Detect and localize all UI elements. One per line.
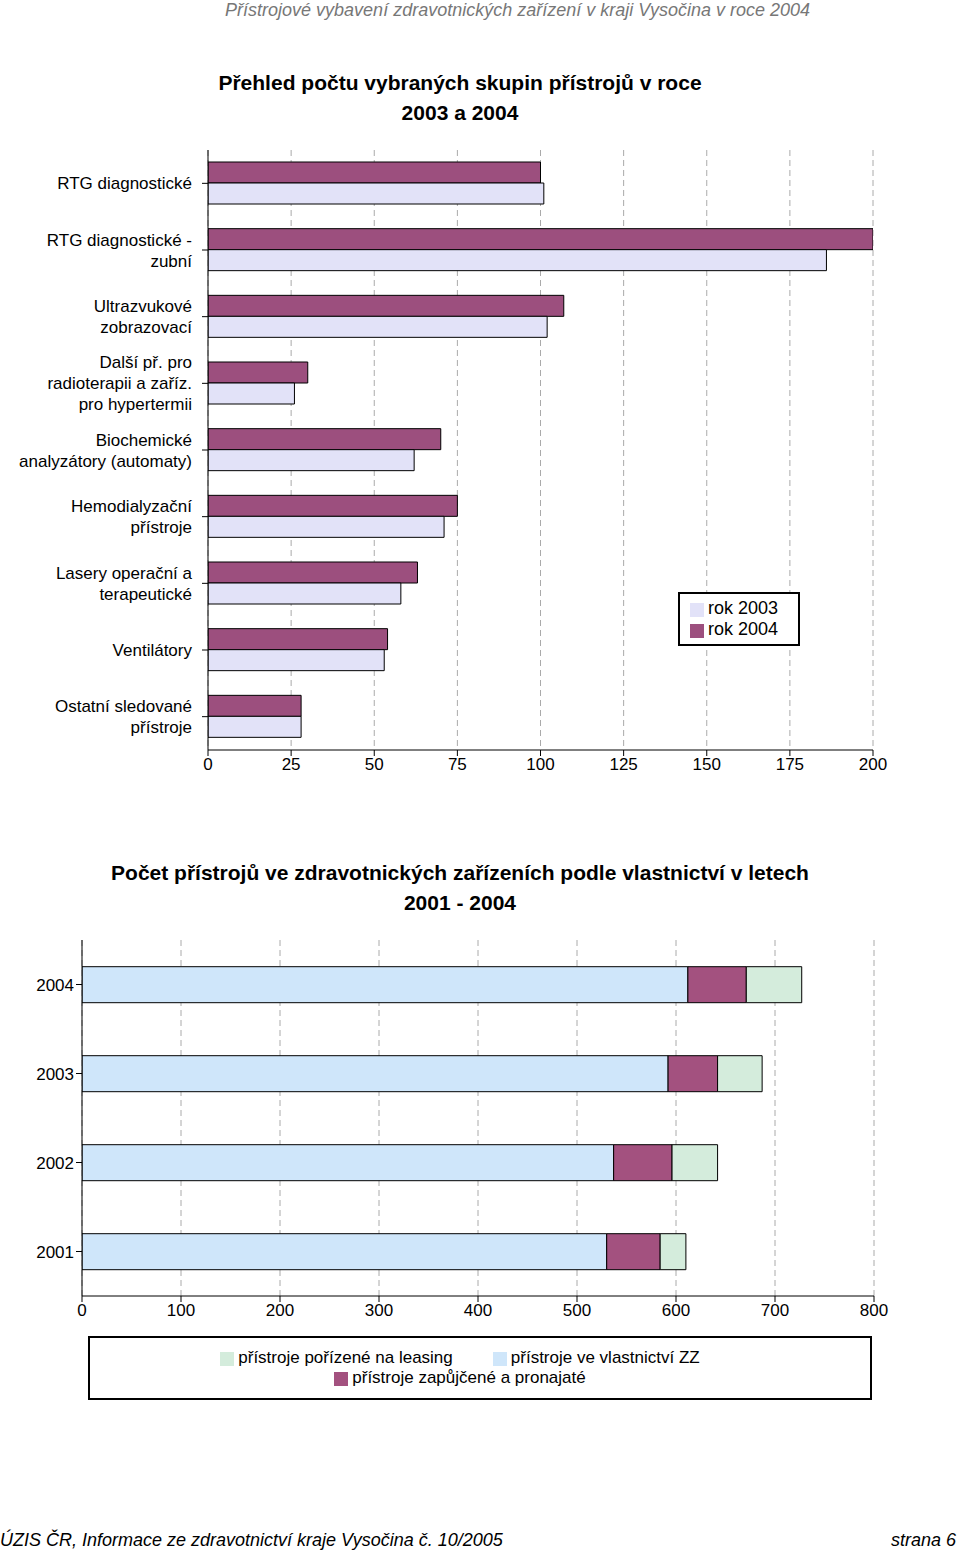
- html-text:Počet přístrojů ve zdravotnick: Počet přístrojů ve zdravotnických zaříze…: [111, 861, 809, 914]
- html-text:ÚZIS ČR, Informace ze zdravotn: ÚZIS ČR, Informace ze zdravotnictví kraj…: [0, 1530, 503, 1550]
- svg-text:0: 0: [77, 1301, 86, 1320]
- html-text:strana 6: strana 6: [891, 1530, 956, 1550]
- html-text:rok 2004: rok 2004: [708, 619, 779, 639]
- svg-text:75: 75: [448, 755, 467, 774]
- svg-text:Ventilátory: Ventilátory: [113, 641, 193, 660]
- svg-text:175: 175: [776, 755, 804, 774]
- html-text:přístroje pořízené na leasing: přístroje pořízené na leasing: [238, 1348, 453, 1367]
- svg-text:500: 500: [563, 1301, 591, 1320]
- html-text:přístroje ve vlastnictví ZZ: přístroje ve vlastnictví ZZ: [510, 1348, 700, 1367]
- svg-text:0: 0: [203, 755, 212, 774]
- svg-text:Ultrazvukovézobrazovací: Ultrazvukovézobrazovací: [94, 297, 193, 337]
- svg-text:300: 300: [365, 1301, 393, 1320]
- svg-text:600: 600: [662, 1301, 690, 1320]
- svg-text:RTG diagnostické: RTG diagnostické: [57, 174, 192, 193]
- svg-text:2001: 2001: [36, 1243, 74, 1262]
- svg-text:100: 100: [167, 1301, 195, 1320]
- svg-text:Ostatní sledovanépřístroje: Ostatní sledovanépřístroje: [55, 697, 192, 737]
- svg-text:400: 400: [464, 1301, 492, 1320]
- svg-text:800: 800: [860, 1301, 888, 1320]
- svg-text:Lasery operační aterapeutické: Lasery operační aterapeutické: [56, 564, 193, 604]
- svg-text:2002: 2002: [36, 1154, 74, 1173]
- html-text:Přehled počtu vybraných skupin: Přehled počtu vybraných skupin přístrojů…: [218, 71, 702, 124]
- html-text:rok 2003: rok 2003: [708, 598, 779, 618]
- svg-text:150: 150: [693, 755, 721, 774]
- svg-text:700: 700: [761, 1301, 789, 1320]
- svg-text:50: 50: [365, 755, 384, 774]
- svg-text:Biochemickéanalyzátory (automa: Biochemickéanalyzátory (automaty): [19, 431, 192, 471]
- svg-text:RTG diagnostické -zubní: RTG diagnostické -zubní: [47, 231, 192, 271]
- svg-text:200: 200: [266, 1301, 294, 1320]
- html-text:Přístrojové vybavení zdravotni: Přístrojové vybavení zdravotnických zaří…: [225, 0, 810, 20]
- svg-text:100: 100: [526, 755, 554, 774]
- html-text:přístroje zapůjčené a pronajat: přístroje zapůjčené a pronajaté: [352, 1368, 586, 1387]
- svg-text:Další př. proradioterapii a za: Další př. proradioterapii a zaříz.pro hy…: [47, 353, 192, 414]
- svg-text:125: 125: [609, 755, 637, 774]
- svg-text:2003: 2003: [36, 1065, 74, 1084]
- svg-text:200: 200: [859, 755, 887, 774]
- svg-text:25: 25: [282, 755, 301, 774]
- svg-text:2004: 2004: [36, 976, 74, 995]
- svg-text:Hemodialyzačnípřístroje: Hemodialyzačnípřístroje: [71, 497, 192, 537]
